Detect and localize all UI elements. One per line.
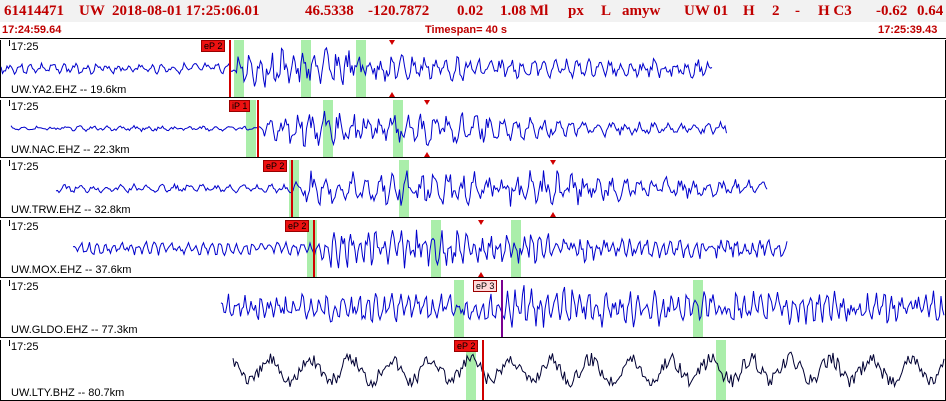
event-val2: 0.64 [917, 3, 944, 19]
waveform-trace [10, 110, 727, 147]
event-type: px [568, 3, 584, 19]
seismogram-panel-ya2[interactable]: eP 2 17:25 UW.YA2.EHZ -- 19.6km [0, 40, 946, 98]
peak-marker-bottom [389, 92, 395, 97]
time-tick [9, 340, 10, 346]
phase-window [431, 220, 441, 277]
panel-time: 17:25 [11, 161, 39, 173]
event-version: UW 01 [684, 3, 729, 19]
waveform-path [72, 229, 788, 269]
event-depth: 0.02 [457, 3, 484, 19]
waveform-trace [220, 285, 945, 328]
station-label: UW.LTY.BHZ -- 80.7km [11, 387, 125, 399]
panel-time: 17:25 [11, 281, 39, 293]
phase-window [393, 100, 403, 157]
seismogram-panel-mox[interactable]: eP 2 17:25 UW.MOX.EHZ -- 37.6km [0, 220, 946, 278]
pick-line [291, 160, 293, 217]
seismogram-panel-trw[interactable]: eP 2 17:25 UW.TRW.EHZ -- 32.8km [0, 160, 946, 218]
event-lat: 46.5338 [305, 3, 354, 19]
station-label: UW.YA2.EHZ -- 19.6km [11, 84, 127, 96]
event-quality: H [743, 3, 755, 19]
timespan: Timespan= 40 s [425, 24, 508, 36]
pick-label[interactable]: eP 3 [473, 280, 498, 292]
waveform-trace [72, 229, 788, 269]
pick-line [229, 40, 231, 97]
pick-line [482, 340, 484, 400]
event-dash: - [795, 3, 800, 19]
end-time: 17:25:39.43 [878, 24, 938, 36]
panel-time: 17:25 [11, 341, 39, 353]
phase-window [246, 100, 256, 157]
pick-line [313, 220, 315, 277]
pick-line [257, 100, 259, 157]
time-tick [9, 100, 10, 106]
waveform-path [55, 170, 768, 207]
time-tick [9, 40, 10, 46]
station-label: UW.NAC.EHZ -- 22.3km [11, 144, 130, 156]
seismogram-panel-gldo[interactable]: eP 3 17:25 UW.GLDO.EHZ -- 77.3km [0, 280, 946, 338]
peak-marker-top [389, 40, 395, 45]
event-nph: 2 [772, 3, 780, 19]
event-hc: H C3 [818, 3, 852, 19]
pick-label[interactable]: eP 2 [263, 160, 288, 172]
phase-window [454, 280, 464, 337]
event-datetime: 2018-08-01 17:25:06.01 [112, 3, 260, 19]
waveform-path [10, 110, 727, 147]
event-network: UW [79, 3, 105, 19]
peak-marker-top [550, 160, 556, 165]
time-tick [9, 280, 10, 286]
phase-window [716, 340, 726, 400]
waveform-path [220, 285, 945, 328]
time-tick [9, 220, 10, 226]
seismogram-panel-lty[interactable]: eP 2 17:25 UW.LTY.BHZ -- 80.7km [0, 340, 946, 401]
seismogram-panel-nac[interactable]: iP 1 17:25 UW.NAC.EHZ -- 22.3km [0, 100, 946, 158]
event-title-bar: 61414471 UW 2018-08-01 17:25:06.01 46.53… [0, 0, 946, 22]
pick-label[interactable]: iP 1 [229, 100, 251, 112]
seismogram-panels: eP 2 17:25 UW.YA2.EHZ -- 19.6km iP 1 17:… [0, 40, 946, 401]
waveform-trace [1, 46, 713, 88]
pick-label[interactable]: eP 2 [201, 40, 226, 52]
event-id: 61414471 [4, 3, 64, 19]
pick-label[interactable]: eP 2 [285, 220, 310, 232]
peak-marker-bottom [478, 272, 484, 277]
phase-window [323, 100, 333, 157]
phase-window [234, 40, 244, 97]
time-tick [9, 160, 10, 166]
waveform-trace [232, 351, 945, 389]
peak-marker-bottom [550, 212, 556, 217]
station-label: UW.MOX.EHZ -- 37.6km [11, 264, 132, 276]
waveform-path [1, 46, 713, 88]
pick-label[interactable]: eP 2 [454, 340, 479, 352]
phase-window [466, 340, 476, 400]
peak-marker-top [424, 100, 430, 105]
event-author: amyw [622, 3, 661, 19]
station-label: UW.TRW.EHZ -- 32.8km [11, 204, 131, 216]
event-magnitude: 1.08 Ml [500, 3, 549, 19]
panel-time: 17:25 [11, 41, 39, 53]
start-time: 17:24:59.64 [2, 24, 62, 36]
time-bar: 17:24:59.64 Timespan= 40 s 17:25:39.43 [0, 22, 946, 39]
event-val1: -0.62 [876, 3, 908, 19]
pick-line [501, 280, 503, 337]
waveform-path [232, 351, 945, 389]
peak-marker-bottom [424, 152, 430, 157]
peak-marker-top [478, 220, 484, 225]
waveform-trace [55, 170, 768, 207]
event-status: L [601, 3, 612, 19]
event-lon: -120.7872 [368, 3, 430, 19]
panel-time: 17:25 [11, 221, 39, 233]
panel-time: 17:25 [11, 101, 39, 113]
station-label: UW.GLDO.EHZ -- 77.3km [11, 324, 138, 336]
